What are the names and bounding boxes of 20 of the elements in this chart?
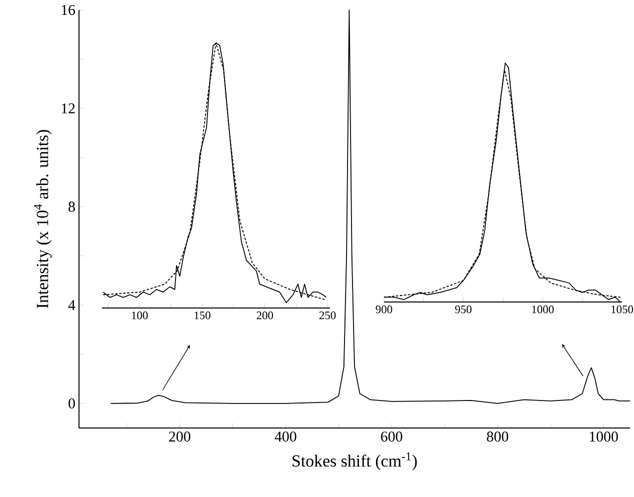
x-tick-label: 200 bbox=[169, 432, 190, 442]
x-tick-label: 950 bbox=[455, 306, 472, 314]
x-tick-label: 800 bbox=[486, 432, 508, 442]
x-tick-label: 100 bbox=[132, 312, 148, 320]
x-axis-title: Stokes shift (cm$^{-1}$) bbox=[292, 452, 417, 470]
x-tick-label: 1000 bbox=[532, 306, 554, 314]
y-tick-label: 4 bbox=[68, 300, 76, 310]
x-tick-label: 200 bbox=[256, 312, 274, 320]
y-axis-title: Intensity (x 10$^{4}$ arb. units) bbox=[34, 130, 52, 308]
x-tick-label: 900 bbox=[376, 306, 392, 314]
y-tick-label: 8 bbox=[68, 202, 75, 212]
x-tick-label: 250 bbox=[319, 312, 336, 320]
x-tick-label: 150 bbox=[194, 312, 210, 320]
y-tick-label: 12 bbox=[62, 103, 75, 114]
x-tick-label: 1050 bbox=[612, 306, 634, 314]
y-tick-label: 0 bbox=[68, 398, 75, 408]
y-tick-label: 16 bbox=[62, 4, 76, 16]
x-tick-label: 600 bbox=[381, 432, 402, 442]
x-tick-label: 400 bbox=[274, 432, 296, 442]
x-tick-label: 1000 bbox=[590, 432, 618, 442]
